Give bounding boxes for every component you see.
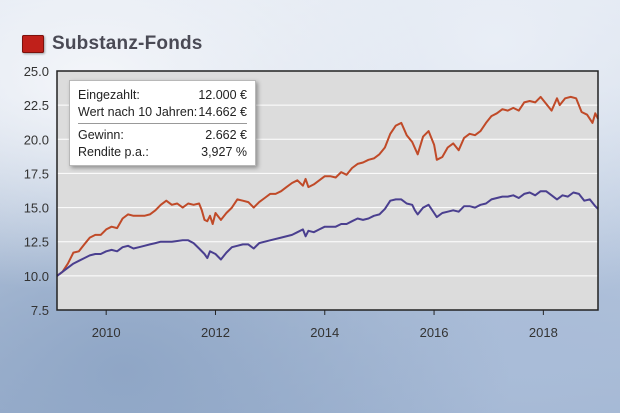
info-row-paid-in: Eingezahlt: 12.000 €: [78, 87, 247, 104]
plot-frame: [56, 70, 599, 311]
info-row-value-10y: Wert nach 10 Jahren: 14.662 €: [78, 104, 247, 121]
info-label: Gewinn:: [78, 128, 124, 142]
info-value: 3,927 %: [201, 145, 247, 159]
x-tick-label: 2018: [529, 325, 558, 340]
info-label: Wert nach 10 Jahren:: [78, 105, 198, 119]
y-tick-label: 12.5: [24, 235, 49, 250]
y-tick-label: 10.0: [24, 269, 49, 284]
page-title: Substanz-Fonds: [52, 33, 203, 54]
info-label: Eingezahlt:: [78, 88, 140, 102]
x-tick-label: 2010: [92, 325, 121, 340]
info-value: 12.000 €: [198, 88, 247, 102]
x-tick-label: 2016: [420, 325, 449, 340]
info-value: 2.662 €: [205, 128, 247, 142]
y-tick-label: 22.5: [24, 98, 49, 113]
info-value: 14.662 €: [198, 105, 247, 119]
info-box: Eingezahlt: 12.000 € Wert nach 10 Jahren…: [69, 80, 256, 166]
y-tick-label: 20.0: [24, 132, 49, 147]
info-label: Rendite p.a.:: [78, 145, 149, 159]
info-divider: [78, 123, 247, 124]
info-row-profit: Gewinn: 2.662 €: [78, 127, 247, 144]
y-tick-label: 25.0: [24, 64, 49, 79]
red-square-icon: [22, 35, 44, 53]
y-tick-label: 17.5: [24, 166, 49, 181]
x-tick-label: 2014: [310, 325, 339, 340]
y-tick-label: 15.0: [24, 201, 49, 216]
series-line-red: [56, 95, 599, 277]
y-tick-label: 7.5: [31, 303, 49, 318]
x-tick-label: 2012: [201, 325, 230, 340]
info-row-return: Rendite p.a.: 3,927 %: [78, 144, 247, 161]
series-line-purple: [56, 190, 599, 277]
chart-header: Substanz-Fonds: [22, 33, 203, 55]
